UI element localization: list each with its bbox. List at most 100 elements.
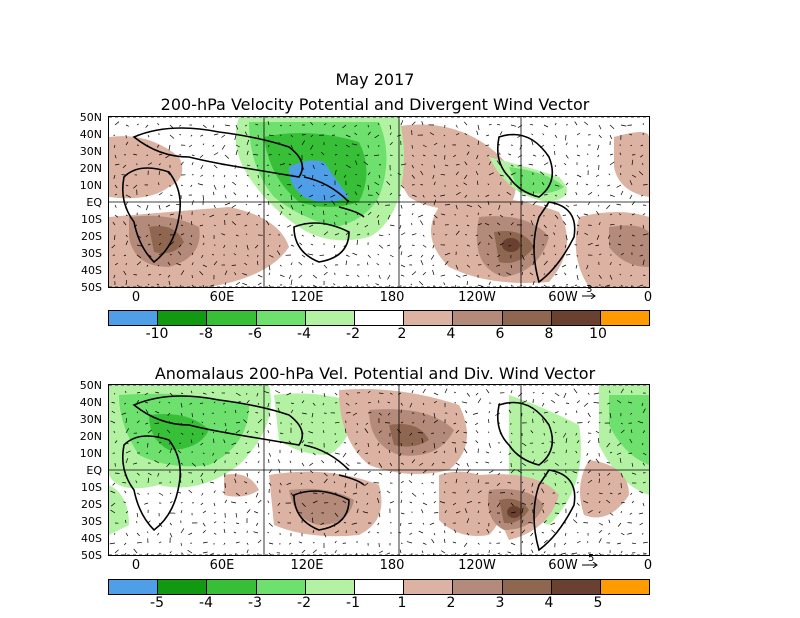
wind-vector-arrow	[455, 191, 461, 196]
wind-vector-arrow	[642, 259, 645, 266]
wind-vector-arrow	[199, 271, 204, 276]
wind-vector-arrow	[356, 184, 362, 187]
wind-vector-arrow	[487, 183, 490, 186]
wind-vector-arrow	[550, 522, 556, 526]
wind-vector-arrow	[311, 412, 314, 418]
wind-vector-arrow	[583, 402, 589, 407]
wind-vector-arrow	[158, 522, 163, 528]
wind-vector-arrow	[223, 439, 226, 444]
wind-vector-arrow	[158, 541, 162, 544]
wind-vector-arrow	[397, 392, 402, 395]
wind-vector-arrow	[498, 204, 501, 210]
wind-vector-arrow	[224, 282, 227, 286]
wind-vector-arrow	[224, 124, 230, 127]
wind-vector-arrow	[411, 194, 417, 197]
wind-vector-arrow	[157, 264, 160, 267]
lon-label: 120W	[458, 290, 496, 305]
wind-vector-arrow	[332, 124, 336, 128]
wind-vector-arrow	[191, 462, 197, 467]
wind-vector-arrow	[441, 461, 446, 464]
wind-vector-arrow	[551, 529, 556, 534]
lon-label: 180	[379, 290, 405, 305]
wind-vector-arrow	[409, 532, 413, 535]
wind-vector-arrow	[619, 173, 622, 176]
wind-vector-arrow	[389, 154, 393, 157]
wind-vector-arrow	[631, 244, 635, 247]
wind-vector-arrow	[233, 253, 237, 256]
wind-vector-arrow	[288, 163, 292, 166]
wind-vector-arrow	[235, 492, 240, 497]
lat-label: 40S	[81, 532, 102, 545]
wind-vector-arrow	[452, 502, 457, 506]
wind-vector-arrow	[301, 462, 305, 467]
wind-vector-arrow	[202, 242, 205, 246]
wind-vector-arrow	[497, 472, 501, 476]
wind-vector-arrow	[485, 194, 490, 198]
wind-vector-arrow	[178, 124, 182, 127]
wind-vector-arrow	[475, 234, 479, 237]
wind-vector-arrow	[244, 481, 248, 484]
wind-vector-arrow	[607, 184, 611, 187]
wind-vector-arrow	[109, 542, 116, 545]
wind-vector-arrow	[334, 154, 338, 156]
colorbar-swatch	[551, 311, 601, 325]
wind-vector-arrow	[454, 447, 457, 454]
wind-vector-arrow	[113, 392, 116, 395]
wind-vector-arrow	[477, 448, 479, 454]
wind-vector-arrow	[125, 280, 128, 286]
colorbar-swatch	[502, 580, 552, 594]
wind-vector-arrow	[378, 450, 380, 454]
wind-vector-arrow	[343, 522, 347, 524]
wind-vector-arrow	[586, 452, 589, 456]
wind-vector-arrow	[422, 502, 428, 506]
wind-vector-arrow	[553, 202, 556, 206]
wind-vector-arrow	[453, 391, 457, 394]
wind-vector-arrow	[322, 430, 325, 434]
wind-vector-arrow	[576, 230, 579, 236]
wind-vector-arrow	[222, 491, 226, 494]
lon-label: 120E	[290, 558, 324, 573]
wind-vector-arrow	[530, 220, 534, 226]
wind-vector-arrow	[246, 174, 249, 177]
wind-vector-arrow	[616, 184, 622, 188]
wind-vector-arrow	[253, 531, 259, 534]
wind-vector-arrow	[321, 492, 325, 495]
lon-label: 180	[379, 558, 405, 573]
wind-vector-arrow	[531, 482, 534, 487]
wind-vector-arrow	[362, 511, 369, 514]
wind-vector-arrow	[125, 184, 129, 187]
lat-label: 50N	[79, 111, 102, 124]
wind-vector-arrow	[122, 164, 127, 169]
wind-vector-arrow	[136, 392, 141, 394]
wind-vector-arrow	[169, 253, 172, 256]
wind-vector-arrow	[399, 549, 402, 554]
wind-vector-arrow	[378, 430, 382, 434]
wind-vector-arrow	[352, 492, 358, 495]
wind-vector-arrow	[389, 462, 393, 466]
wind-vector-arrow	[499, 174, 504, 177]
wind-vector-arrow	[510, 164, 514, 167]
wind-vector-arrow	[213, 204, 216, 209]
wind-vector-arrow	[145, 124, 149, 128]
wind-vector-arrow	[620, 502, 625, 504]
wind-vector-arrow	[190, 221, 193, 226]
wind-vector-arrow	[114, 121, 120, 126]
wind-vector-arrow	[596, 234, 600, 240]
wind-vector-arrow	[235, 429, 241, 434]
wind-vector-arrow	[506, 191, 512, 196]
wind-vector-arrow	[190, 390, 193, 394]
wind-vector-arrow	[466, 280, 469, 286]
wind-vector-arrow	[246, 399, 250, 404]
wind-vector-arrow	[158, 273, 162, 276]
wind-vector-arrow	[619, 273, 622, 276]
wind-vector-arrow	[233, 192, 237, 196]
wind-vector-arrow	[422, 469, 428, 474]
wind-vector-arrow	[542, 154, 545, 157]
wind-vector-arrow	[235, 281, 241, 286]
wind-vector-arrow	[453, 529, 457, 534]
wind-vector-arrow	[202, 452, 205, 454]
wind-vector-arrow	[202, 392, 207, 395]
wind-vector-arrow	[147, 531, 149, 534]
colorbar-label: -4	[297, 326, 311, 342]
wind-vector-arrow	[334, 392, 338, 396]
